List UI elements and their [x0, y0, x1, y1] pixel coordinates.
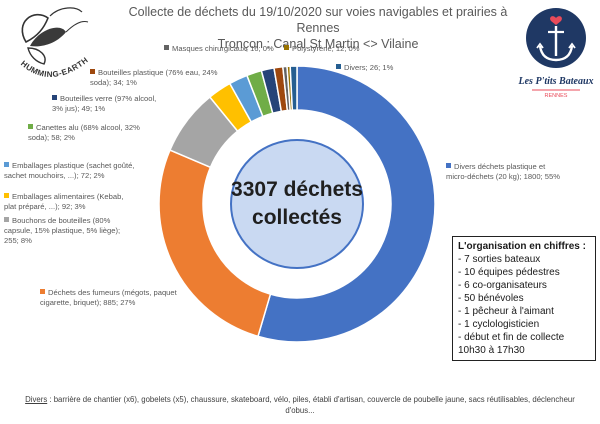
center-label: 3307 déchets collectés: [222, 176, 372, 232]
chart-title: Collecte de déchets du 19/10/2020 sur vo…: [118, 4, 518, 52]
slice-label-emballages-plastique: Emballages plastique (sachet goûté, sach…: [4, 161, 135, 180]
donut-slice-0: [257, 65, 436, 343]
slice-label-bouchons: Bouchons de bouteilles (80% capsule, 15%…: [4, 216, 121, 245]
organisation-item: - 10 équipes pédestres: [458, 267, 560, 278]
title-line-2: Tronçon : Canal St Martin <> Vilaine: [217, 37, 419, 51]
organisation-item: 10h30 à 17h30: [458, 345, 525, 356]
slice-label-polystyrene: Polystyrène; 12; 0%: [284, 44, 384, 54]
humming-earth-logo: HUMMING-EARTH: [4, 2, 104, 88]
organisation-box: L'organisation en chiffres : - 7 sorties…: [452, 236, 596, 361]
organisation-item: - début et fin de collecte: [458, 332, 565, 343]
donut-slices: [158, 65, 436, 343]
slice-label-canettes: Canettes alu (68% alcool, 32% soda); 58;…: [28, 123, 140, 142]
center-label-line-1: 3307 déchets: [231, 178, 363, 201]
footnote-label: Divers: [25, 395, 48, 404]
ptits-bateaux-logo: Les P'tits Bateaux RENNES: [518, 4, 594, 100]
center-label-line-2: collectés: [252, 206, 342, 229]
organisation-item: - 50 bénévoles: [458, 293, 524, 304]
rennes-text: RENNES: [545, 93, 568, 99]
slice-label-fumeurs: Déchets des fumeurs (mégots, paquet ciga…: [40, 288, 177, 307]
donut-slice-10: [289, 65, 298, 111]
organisation-item: - 1 cyclologisticien: [458, 319, 540, 330]
ptits-bateaux-text: Les P'tits Bateaux: [518, 76, 594, 87]
footnote-text: : barrière de chantier (x6), gobelets (x…: [47, 395, 575, 415]
butterfly-leaf-icon: HUMMING-EARTH: [19, 7, 89, 79]
organisation-heading: L'organisation en chiffres :: [458, 241, 586, 252]
anchor-heart-icon: Les P'tits Bateaux RENNES: [518, 8, 594, 99]
organisation-item: - 7 sorties bateaux: [458, 254, 541, 265]
slice-label-divers: Divers; 26; 1%: [336, 63, 416, 73]
slice-label-bouteilles-verre: Bouteilles verre (97% alcool, 3% jus); 4…: [52, 94, 157, 113]
organisation-item: - 6 co-organisateurs: [458, 280, 547, 291]
title-line-1: Collecte de déchets du 19/10/2020 sur vo…: [128, 5, 508, 35]
slice-label-divers-plastique: Divers déchets plastique et micro-déchet…: [446, 162, 560, 181]
slice-label-masques: Masques chirurgicaux; 16; 0%: [164, 44, 304, 54]
slice-label-bouteilles-plastique: Bouteilles plastique (76% eau, 24% soda)…: [90, 68, 218, 87]
organisation-item: - 1 pêcheur à l'aimant: [458, 306, 554, 317]
center-ellipse: [230, 139, 364, 269]
slice-label-emballages-alimentaires: Emballages alimentaires (Kebab, plat pré…: [4, 192, 124, 211]
divers-footnote: Divers : barrière de chantier (x6), gobe…: [20, 394, 580, 416]
